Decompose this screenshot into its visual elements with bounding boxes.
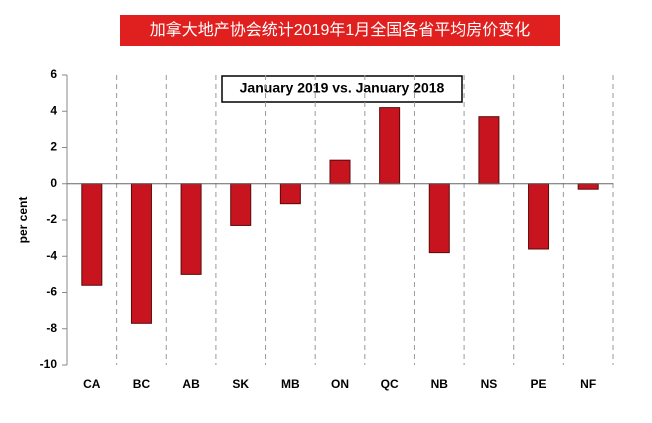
y-axis-label: per cent [16,197,30,244]
bar [81,183,103,286]
x-tick-label: CA [83,377,101,391]
y-tick-label: -2 [46,212,57,226]
bar [428,183,450,254]
x-tick-label: QC [381,377,399,391]
bar [130,183,152,324]
bar [478,116,500,185]
x-tick-label: PE [531,377,547,391]
title-banner [120,15,560,46]
y-tick-label: 2 [50,140,57,154]
bar [279,183,301,205]
x-tick-label: ON [331,377,349,391]
annotation: January 2019 vs. January 2018 [240,80,445,96]
x-tick-label: NB [431,377,449,391]
bar [577,183,599,190]
y-tick-label: 0 [50,176,57,190]
bar [230,183,252,226]
annotation-box [221,75,463,103]
x-tick-label: BC [133,377,151,391]
y-tick-label: 4 [50,103,57,117]
x-tick-label: NF [580,377,596,391]
bar [528,183,550,250]
x-tick-label: AB [182,377,200,391]
bar [180,183,202,275]
y-tick-label: -6 [46,285,57,299]
y-tick-label: -10 [40,357,58,371]
x-tick-label: MB [281,377,300,391]
x-tick-label: NS [481,377,498,391]
y-tick-label: 6 [50,67,57,81]
y-tick-label: -4 [46,248,57,262]
bar [329,159,351,185]
bar [379,107,401,185]
y-tick-label: -8 [46,321,57,335]
chart-title: 加拿大地产协会统计2019年1月全国各省平均房价变化 [150,20,531,39]
x-tick-label: SK [232,377,249,391]
